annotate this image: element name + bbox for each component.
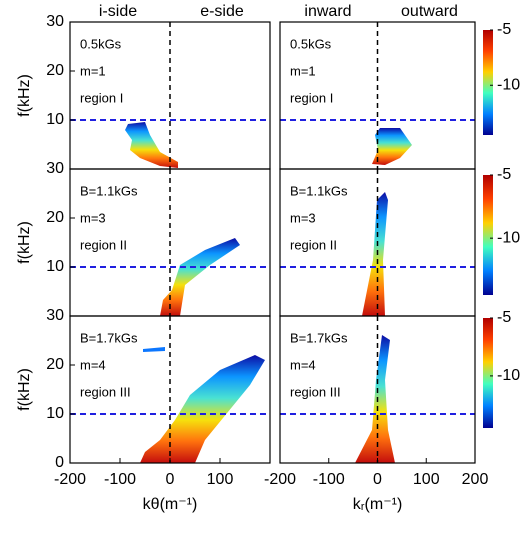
y-axis-label: f(kHz) <box>16 74 33 117</box>
spectrum-patch <box>372 128 412 165</box>
annotation: m=4 <box>290 357 316 372</box>
annotation: m=3 <box>290 210 316 225</box>
y-tick-label: 20 <box>46 356 64 373</box>
x-tick-label: 100 <box>413 471 440 488</box>
y-axis-label: f(kHz) <box>16 368 33 411</box>
annotation: m=1 <box>290 63 316 78</box>
colorbar-tick-label: -10 <box>497 229 520 246</box>
x-tick-label: -100 <box>313 471 345 488</box>
annotation: B=1.1kGs <box>80 183 138 198</box>
x-tick-label: 100 <box>207 471 234 488</box>
x-axis-label: kᵣ(m⁻¹) <box>353 496 403 513</box>
y-tick-label: 30 <box>46 160 64 177</box>
colorbar-tick-label: -10 <box>497 367 520 384</box>
side-label: e-side <box>200 3 244 20</box>
y-axis-label: f(kHz) <box>16 221 33 264</box>
y-tick-label: 20 <box>46 209 64 226</box>
annotation: region III <box>80 384 131 399</box>
annotation: B=1.7kGs <box>290 330 348 345</box>
annotation: region II <box>290 237 337 252</box>
y-tick-label: 30 <box>46 13 64 30</box>
x-tick-label: 200 <box>462 471 489 488</box>
x-tick-label: -100 <box>104 471 136 488</box>
spectra <box>125 122 412 463</box>
colorbar <box>483 175 493 295</box>
annotation: region II <box>80 237 127 252</box>
colorbar <box>483 318 493 428</box>
y-tick-label: 0 <box>55 454 64 471</box>
colorbar-tick-label: -5 <box>497 166 511 183</box>
annotation: m=1 <box>80 63 106 78</box>
x-tick-label: -200 <box>264 471 296 488</box>
y-tick-label: 10 <box>46 258 64 275</box>
spectrum-patch <box>143 347 165 352</box>
annotation: B=1.7kGs <box>80 330 138 345</box>
spectrum-patch <box>140 355 265 463</box>
annotation: B=1.1kGs <box>290 183 348 198</box>
annotation: region I <box>80 90 123 105</box>
colorbar-tick-label: -10 <box>497 76 520 93</box>
annotation: m=4 <box>80 357 106 372</box>
annotation: region I <box>290 90 333 105</box>
x-tick-label: -200 <box>54 471 86 488</box>
x-axis-label: kθ(m⁻¹) <box>143 496 198 513</box>
spectrum-patch <box>355 335 395 463</box>
y-tick-label: 30 <box>46 307 64 324</box>
y-tick-label: 10 <box>46 111 64 128</box>
side-label: outward <box>401 3 458 20</box>
x-tick-label: 0 <box>166 471 175 488</box>
y-tick-label: 10 <box>46 405 64 422</box>
annotation: m=3 <box>80 210 106 225</box>
colorbar <box>483 30 493 135</box>
side-label: inward <box>304 3 351 20</box>
side-label: i-side <box>99 3 137 20</box>
annotation: 0.5kGs <box>80 36 122 51</box>
x-tick-label: 0 <box>373 471 382 488</box>
spectrum-patch <box>362 192 388 316</box>
y-tick-label: 20 <box>46 62 64 79</box>
annotation: 0.5kGs <box>290 36 332 51</box>
colorbar-tick-label: -5 <box>497 21 511 38</box>
spectrum-patch <box>160 238 240 316</box>
annotation: region III <box>290 384 341 399</box>
spectrum-patch <box>125 122 178 168</box>
colorbar-tick-label: -5 <box>497 309 511 326</box>
